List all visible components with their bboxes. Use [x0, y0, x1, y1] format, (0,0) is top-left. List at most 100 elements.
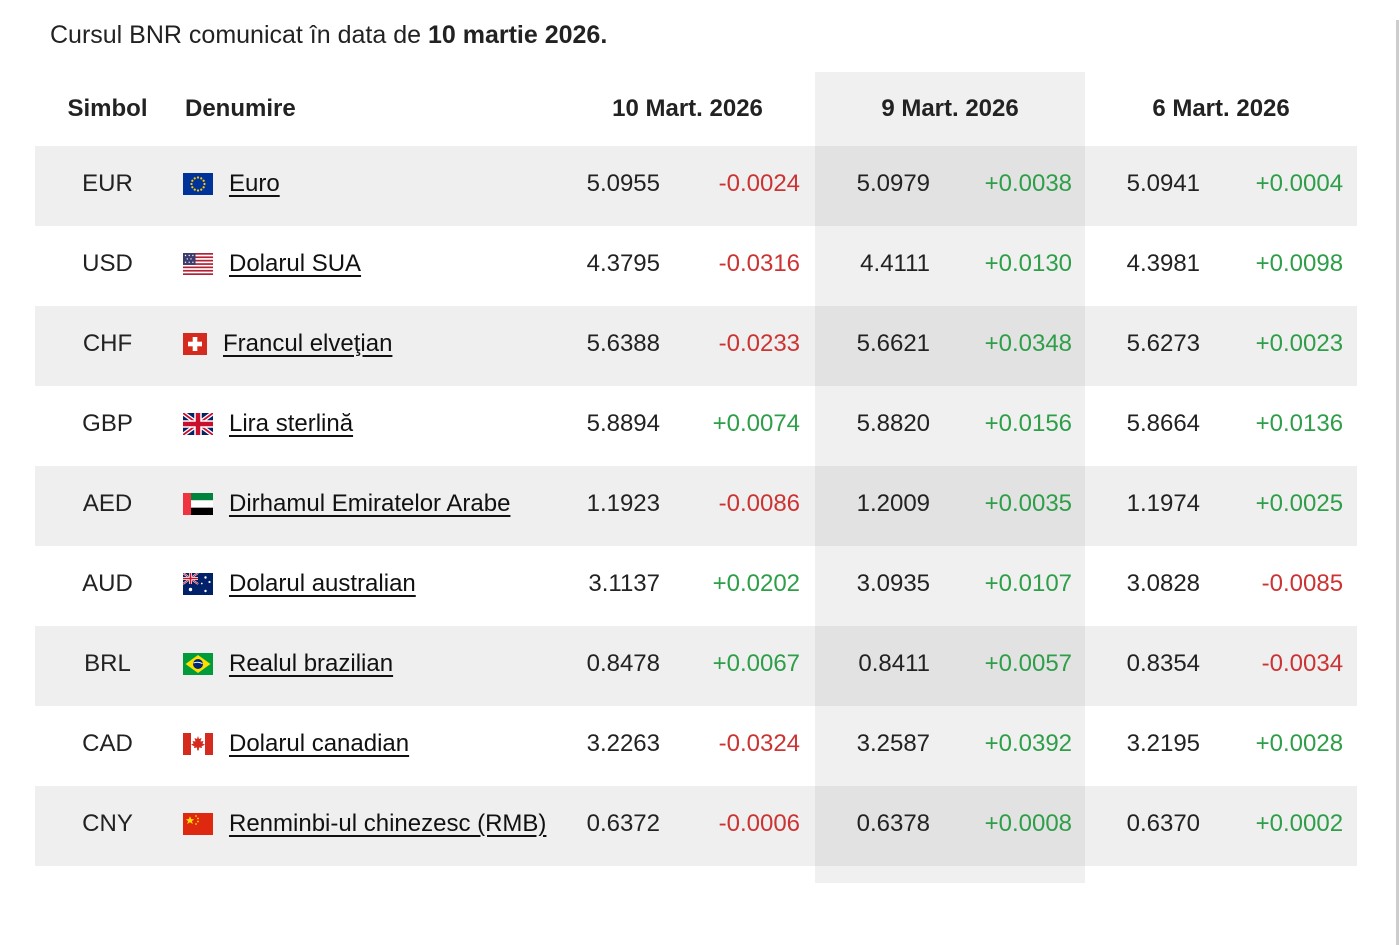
- rate-value: 0.6370: [1085, 786, 1216, 866]
- rate-value: 0.8411: [815, 626, 946, 706]
- currency-symbol: AED: [35, 466, 180, 546]
- rate-value: 5.0941: [1085, 146, 1216, 226]
- rate-change: -0.0085: [1261, 570, 1344, 597]
- rate-change: +0.0130: [945, 226, 1086, 306]
- rate-value: 5.6388: [560, 306, 690, 386]
- table-row-chf: CHF Francul elveţian 5.6388 -0.0233 5.66…: [35, 306, 1358, 386]
- title-prefix: Cursul BNR comunicat în data de: [50, 21, 428, 49]
- title-date: 10 martie 2026.: [427, 21, 608, 49]
- rate-value: 1.2009: [815, 466, 946, 546]
- rate-change: +0.0074: [712, 410, 801, 437]
- flag-cny-icon: [183, 808, 213, 848]
- table-row-gbp: GBP Lira sterlină 5.8894 +0.0074 5.8820 …: [35, 386, 1357, 466]
- table-row-brl: BRL Realul brazilian 0.8478 +0.0067 0.84…: [35, 626, 1358, 706]
- rate-value: 4.3981: [1126, 250, 1201, 277]
- rate-value: 5.8664: [1126, 410, 1201, 437]
- rate-value: 5.8820: [815, 386, 946, 466]
- rate-change: +0.0098: [1255, 250, 1344, 277]
- currency-name-link[interactable]: Renminbi-ul chinezesc (RMB): [229, 810, 547, 837]
- rate-value: 5.8894: [586, 410, 660, 437]
- rate-value: 1.1974: [1085, 466, 1216, 546]
- currency-symbol: CAD: [82, 730, 133, 757]
- flag-eur-icon: [183, 168, 213, 208]
- rate-change: -0.0024: [690, 146, 816, 226]
- rate-change: +0.0023: [1215, 306, 1358, 386]
- currency-name-link[interactable]: Realul brazilian: [229, 650, 394, 677]
- rate-change: -0.0086: [690, 466, 816, 546]
- currency-name-link[interactable]: Dirhamul Emiratelor Arabe: [229, 490, 511, 517]
- rate-change: +0.0136: [1255, 410, 1344, 437]
- currency-name-link[interactable]: Dolarul canadian: [229, 730, 410, 757]
- rate-change: +0.0057: [945, 626, 1086, 706]
- table-row-cad: CAD Dolarul canadian 3.2263 -0.0324 3.25…: [35, 706, 1357, 786]
- currency-name-link[interactable]: Lira sterlină: [229, 410, 354, 437]
- currency-name-link[interactable]: Francul elveţian: [223, 330, 393, 357]
- rate-change: +0.0008: [945, 786, 1086, 866]
- vertical-scrollbar[interactable]: [1396, 20, 1399, 945]
- currency-symbol: EUR: [35, 146, 180, 226]
- flag-brl-icon: [183, 648, 213, 688]
- currency-symbol: USD: [82, 250, 133, 277]
- rate-change: +0.0038: [945, 146, 1086, 226]
- column-header-date-2: 9 Mart. 2026: [815, 72, 1086, 146]
- rate-change: +0.0004: [1215, 146, 1358, 226]
- currency-name-link[interactable]: Dolarul australian: [229, 570, 416, 597]
- rate-change: +0.0002: [1215, 786, 1358, 866]
- rate-value: 1.1923: [560, 466, 690, 546]
- table-row-usd: USD Dolarul SUA 4.3795 -0.0316 4.4111 +0…: [35, 226, 1357, 306]
- rate-value: 0.6378: [815, 786, 946, 866]
- rate-change: -0.0233: [690, 306, 816, 386]
- currency-symbol: BRL: [35, 626, 180, 706]
- rate-value: 3.0828: [1126, 570, 1201, 597]
- flag-gbp-icon: [181, 408, 215, 448]
- header-row: Simbol Denumire 10 Mart. 2026 9 Mart. 20…: [35, 72, 1357, 146]
- rate-change: +0.0392: [945, 706, 1086, 786]
- rate-change: +0.0028: [1255, 730, 1344, 757]
- rate-value: 0.6372: [560, 786, 690, 866]
- rate-value: 3.2587: [815, 706, 946, 786]
- rate-value: 4.3795: [586, 250, 660, 277]
- flag-chf-icon: [183, 328, 207, 368]
- currency-symbol: CHF: [35, 306, 180, 386]
- rate-change: -0.0324: [718, 730, 801, 757]
- flag-aed-icon: [183, 488, 213, 528]
- rate-change: -0.0034: [1215, 626, 1358, 706]
- rate-value: 0.8478: [560, 626, 690, 706]
- currency-symbol: GBP: [82, 410, 133, 437]
- rate-change: +0.0035: [945, 466, 1086, 546]
- table-row-cny: CNY Renminbi-ul chinezesc (RMB) 0.6372 -…: [35, 786, 1358, 866]
- currency-symbol: CNY: [35, 786, 180, 866]
- column-header-denumire: Denumire: [185, 95, 296, 122]
- table-row-aed: AED Dirhamul Emiratelor Arabe 1.1923 -0.…: [35, 466, 1358, 546]
- rate-value: 4.4111: [815, 226, 946, 306]
- rate-change: +0.0067: [690, 626, 816, 706]
- rate-value: 5.6621: [815, 306, 946, 386]
- rate-value: 5.0955: [560, 146, 690, 226]
- table-row-aud: AUD Dolarul australian 3.1137 +0.0202 3.…: [35, 546, 1357, 626]
- rate-value: 5.0979: [815, 146, 946, 226]
- rate-value: 3.2195: [1126, 730, 1201, 757]
- rate-change: +0.0156: [945, 386, 1086, 466]
- rate-value: 3.2263: [586, 730, 660, 757]
- rate-change: +0.0348: [945, 306, 1086, 386]
- column-header-date-3: 6 Mart. 2026: [1152, 95, 1290, 122]
- currency-symbol: AUD: [82, 570, 133, 597]
- currency-name-link[interactable]: Dolarul SUA: [229, 250, 362, 277]
- rate-change: +0.0202: [712, 570, 801, 597]
- rate-change: +0.0025: [1215, 466, 1358, 546]
- page-title: Cursul BNR comunicat în data de 10 marti…: [50, 20, 1400, 50]
- rate-value: 3.1137: [588, 570, 660, 597]
- flag-cad-icon: [183, 728, 213, 768]
- rate-value: 3.0935: [815, 546, 946, 626]
- rate-value: 0.8354: [1085, 626, 1216, 706]
- flag-usd-icon: [183, 248, 213, 288]
- rate-change: -0.0316: [718, 250, 801, 277]
- table-row-partial: [35, 866, 1358, 883]
- flag-aud-icon: [182, 568, 213, 608]
- rate-change: -0.0006: [690, 786, 816, 866]
- rate-value: 5.6273: [1085, 306, 1216, 386]
- exchange-rates-table: Simbol Denumire 10 Mart. 2026 9 Mart. 20…: [35, 72, 1358, 883]
- column-header-simbol: Simbol: [67, 95, 148, 122]
- rate-change: +0.0107: [945, 546, 1086, 626]
- currency-name-link[interactable]: Euro: [229, 170, 280, 197]
